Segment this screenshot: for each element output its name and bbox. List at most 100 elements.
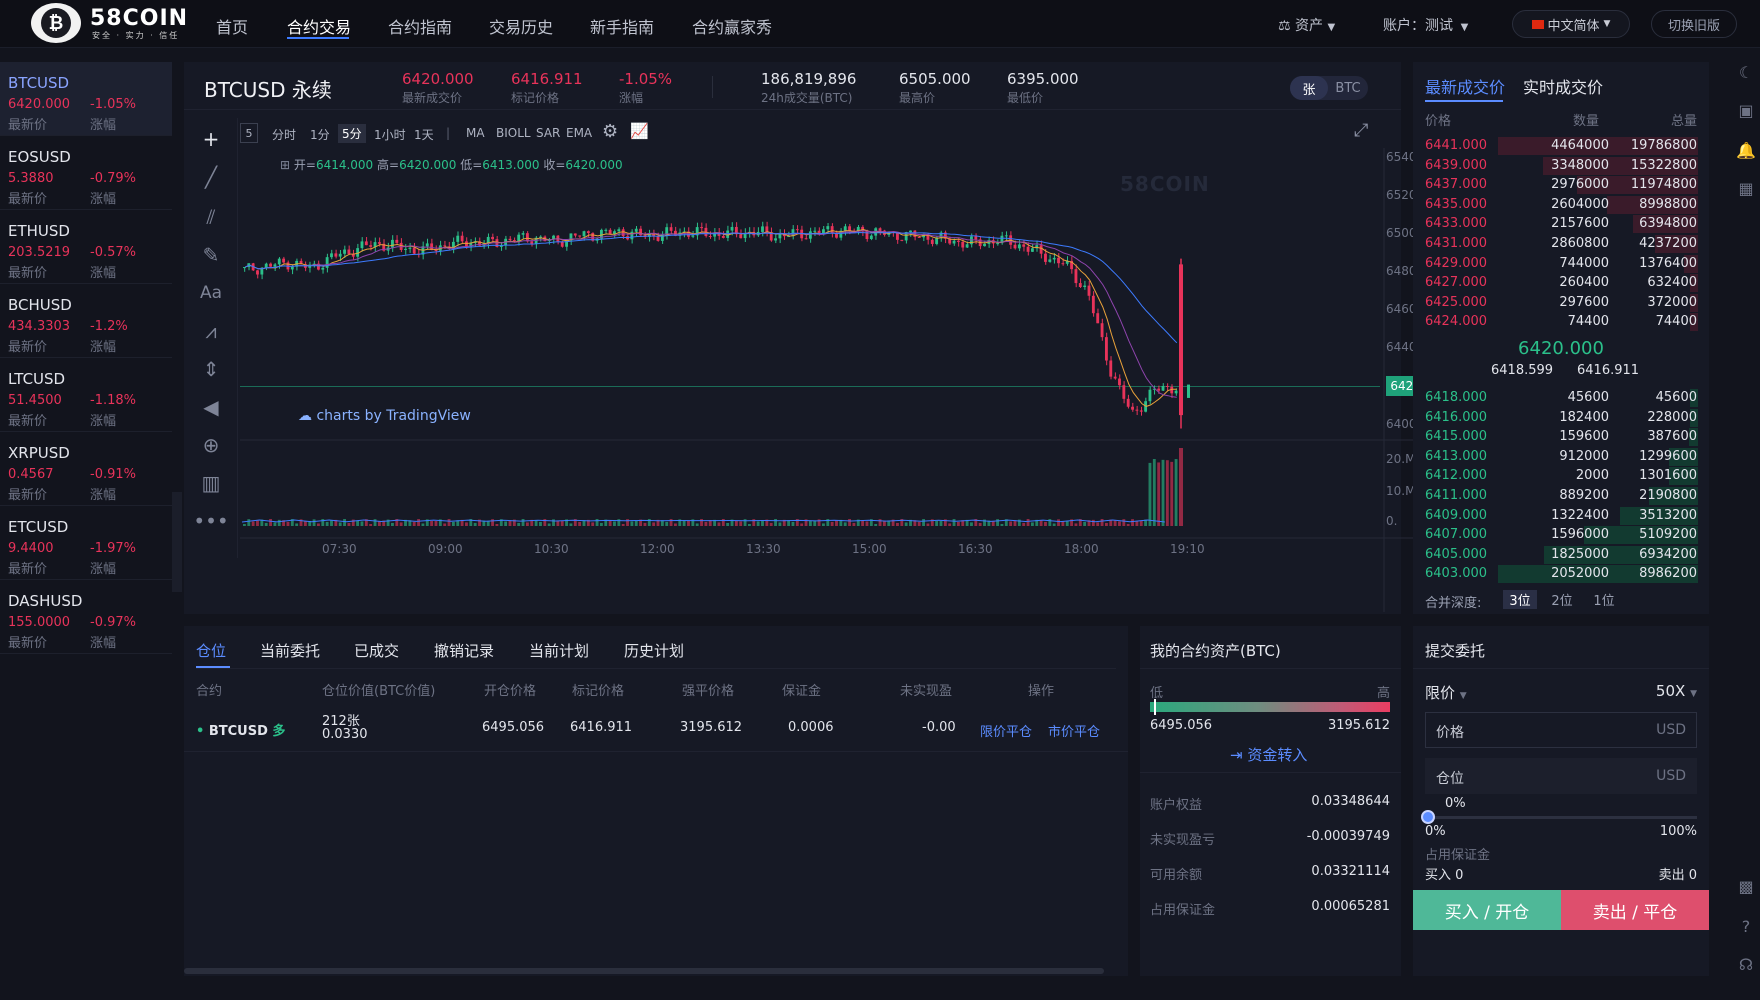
market-item-etcusd[interactable]: ETCUSD 9.4400 -1.97% 最新价 涨幅 <box>0 506 172 580</box>
market-item-bchusd[interactable]: BCHUSD 434.3303 -1.2% 最新价 涨幅 <box>0 284 172 358</box>
buy-open-button[interactable]: 买入 / 开仓 <box>1413 890 1561 930</box>
ask-row[interactable]: 6427.000 260400 632400 <box>1413 273 1709 293</box>
ask-row[interactable]: 6433.000 2157600 6394800 <box>1413 214 1709 234</box>
qrcode-icon[interactable]: ▩ <box>1738 876 1754 896</box>
depth-1[interactable]: 1位 <box>1593 594 1615 609</box>
position-symbol[interactable]: • BTCUSD 多 <box>196 720 285 739</box>
wallet-icon[interactable]: ▣ <box>1738 100 1754 120</box>
nav-winners-show[interactable]: 合约赢家秀 <box>692 18 773 37</box>
price-input[interactable]: 价格 USD <box>1425 712 1697 748</box>
nav-trade-history[interactable]: 交易历史 <box>489 18 554 37</box>
nav-contract-guide[interactable]: 合约指南 <box>388 18 453 37</box>
bid-row[interactable]: 6415.000 159600 387600 <box>1413 427 1709 447</box>
indicator-boll[interactable]: BIOLL <box>496 126 531 140</box>
interval-timeline[interactable]: 分时 <box>272 128 297 142</box>
headset-icon[interactable]: ☊ <box>1738 954 1754 974</box>
ask-row[interactable]: 6439.000 3348000 15322800 <box>1413 156 1709 175</box>
interval-1h[interactable]: 1小时 <box>374 128 406 142</box>
tab-positions[interactable]: 仓位 <box>196 642 227 660</box>
language-select[interactable]: 中文简体 ▼ <box>1512 10 1630 38</box>
tradingview-credit[interactable]: ☁ charts by TradingView <box>298 408 471 424</box>
settings-gear-icon[interactable]: ⚙ <box>602 121 619 142</box>
market-item-ethusd[interactable]: ETHUSD 203.5219 -0.57% 最新价 涨幅 <box>0 210 172 284</box>
bid-row[interactable]: 6412.000 2000 1301600 <box>1413 466 1709 486</box>
interval-5m[interactable]: 5分 <box>338 124 366 143</box>
ask-row[interactable]: 6431.000 2860800 4237200 <box>1413 234 1709 253</box>
bid-row[interactable]: 6411.000 889200 2190800 <box>1413 486 1709 505</box>
tab-history-plan[interactable]: 历史计划 <box>624 642 685 660</box>
more-icon[interactable]: ••• <box>193 509 229 533</box>
tab-latest-price[interactable]: 最新成交价 <box>1425 78 1506 97</box>
unit-contracts[interactable]: 张 <box>1290 76 1328 100</box>
ask-row[interactable]: 6441.000 4464000 19786800 <box>1413 136 1709 155</box>
text-tool-icon[interactable]: Aa <box>199 283 223 303</box>
slider-knob[interactable] <box>1421 810 1435 824</box>
ask-row[interactable]: 6425.000 297600 372000 <box>1413 293 1709 312</box>
nav-newbie-guide[interactable]: 新手指南 <box>590 18 655 37</box>
moon-icon[interactable]: ☾ <box>1738 62 1754 82</box>
market-item-dashusd[interactable]: DASHUSD 155.0000 -0.97% 最新价 涨幅 <box>0 580 172 654</box>
measure-icon[interactable]: ⇕ <box>202 357 220 381</box>
leverage-select[interactable]: 50X ▼ <box>1656 682 1697 700</box>
nav-contract-trading[interactable]: 合约交易 <box>287 18 352 37</box>
help-icon[interactable]: ? <box>1741 916 1751 936</box>
chart-area[interactable]: ⊞ 开=6414.000 高=6420.000 低=6413.000 收=642… <box>240 148 1452 612</box>
bid-row[interactable]: 6407.000 1596000 5109200 <box>1413 525 1709 545</box>
interval-box[interactable]: 5 <box>240 123 258 143</box>
depth-2[interactable]: 2位 <box>1551 594 1573 609</box>
indicators-chart-icon[interactable]: 📈 <box>630 122 649 140</box>
nav-home[interactable]: 首页 <box>216 18 249 37</box>
bid-row[interactable]: 6416.000 182400 228000 <box>1413 408 1709 427</box>
bid-row[interactable]: 6405.000 1825000 6934200 <box>1413 545 1709 564</box>
tab-cancelled[interactable]: 撤销记录 <box>434 642 495 660</box>
tab-filled[interactable]: 已成交 <box>354 642 400 660</box>
arrow-left-icon[interactable]: ◀ <box>203 395 219 419</box>
logo[interactable]: ₿ <box>31 3 81 43</box>
assets-menu[interactable]: ⚖ 资产 ▼ <box>1278 15 1335 35</box>
unit-btc[interactable]: BTC <box>1335 80 1361 96</box>
sidebar-collapse-handle[interactable] <box>172 492 182 592</box>
fib-icon[interactable]: ⫽ <box>206 205 216 229</box>
tab-open-orders[interactable]: 当前委托 <box>260 642 321 660</box>
quantity-input[interactable]: 仓位 USD <box>1425 758 1697 794</box>
transfer-in-button[interactable]: ⇥ 资金转入 <box>1230 744 1307 765</box>
tab-current-plan[interactable]: 当前计划 <box>529 642 590 660</box>
ask-row[interactable]: 6424.000 74400 74400 <box>1413 312 1709 332</box>
bell-icon[interactable]: 🔔 <box>1736 140 1756 160</box>
sell-close-button[interactable]: 卖出 / 平仓 <box>1561 890 1709 930</box>
market-item-ltcusd[interactable]: LTCUSD 51.4500 -1.18% 最新价 涨幅 <box>0 358 172 432</box>
amount-slider[interactable] <box>1425 816 1697 819</box>
market-close-link[interactable]: 市价平仓 <box>1048 725 1101 740</box>
market-item-btcusd[interactable]: BTCUSD 6420.000 -1.05% 最新价 涨幅 <box>0 62 172 136</box>
calculator-icon[interactable]: ▦ <box>1738 178 1754 198</box>
account-menu[interactable]: 账户：测试 ▼ <box>1383 15 1468 35</box>
switch-old-version-button[interactable]: 切换旧版 <box>1651 10 1737 38</box>
ruler-icon[interactable]: ▥ <box>201 471 221 495</box>
indicator-ma[interactable]: MA <box>466 126 485 140</box>
interval-1d[interactable]: 1天 <box>414 128 434 142</box>
market-item-xrpusd[interactable]: XRPUSD 0.4567 -0.91% 最新价 涨幅 <box>0 432 172 506</box>
brush-icon[interactable]: ✎ <box>202 243 220 267</box>
bid-row[interactable]: 6413.000 912000 1299600 <box>1413 447 1709 466</box>
trend-line-icon[interactable]: ╱ <box>204 165 218 189</box>
bid-row[interactable]: 6403.000 2052000 8986200 <box>1413 564 1709 584</box>
unit-toggle[interactable]: 张 BTC <box>1290 76 1368 100</box>
interval-1m[interactable]: 1分 <box>310 128 330 142</box>
indicator-ema[interactable]: EMA <box>566 126 593 140</box>
ask-row[interactable]: 6435.000 2604000 8998800 <box>1413 195 1709 214</box>
indicator-sar[interactable]: SAR <box>536 126 561 140</box>
bid-row[interactable]: 6418.000 45600 45600 <box>1413 388 1709 407</box>
bid-row[interactable]: 6409.000 1322400 3513200 <box>1413 506 1709 525</box>
depth-3[interactable]: 3位 <box>1503 590 1537 609</box>
ask-row[interactable]: 6437.000 2976000 11974800 <box>1413 175 1709 195</box>
positions-scrollbar[interactable] <box>184 968 1104 974</box>
fullscreen-icon[interactable]: ⤢ <box>1354 120 1369 141</box>
ask-row[interactable]: 6429.000 744000 1376400 <box>1413 254 1709 273</box>
limit-close-link[interactable]: 限价平仓 <box>980 725 1033 740</box>
pattern-icon[interactable]: ⩘ <box>205 319 217 343</box>
tab-realtime-price[interactable]: 实时成交价 <box>1523 78 1604 97</box>
order-type-select[interactable]: 限价 ▼ <box>1425 682 1467 703</box>
market-item-eosusd[interactable]: EOSUSD 5.3880 -0.79% 最新价 涨幅 <box>0 136 172 210</box>
crosshair-icon[interactable]: + <box>202 127 220 151</box>
zoom-icon[interactable]: ⊕ <box>202 433 220 457</box>
